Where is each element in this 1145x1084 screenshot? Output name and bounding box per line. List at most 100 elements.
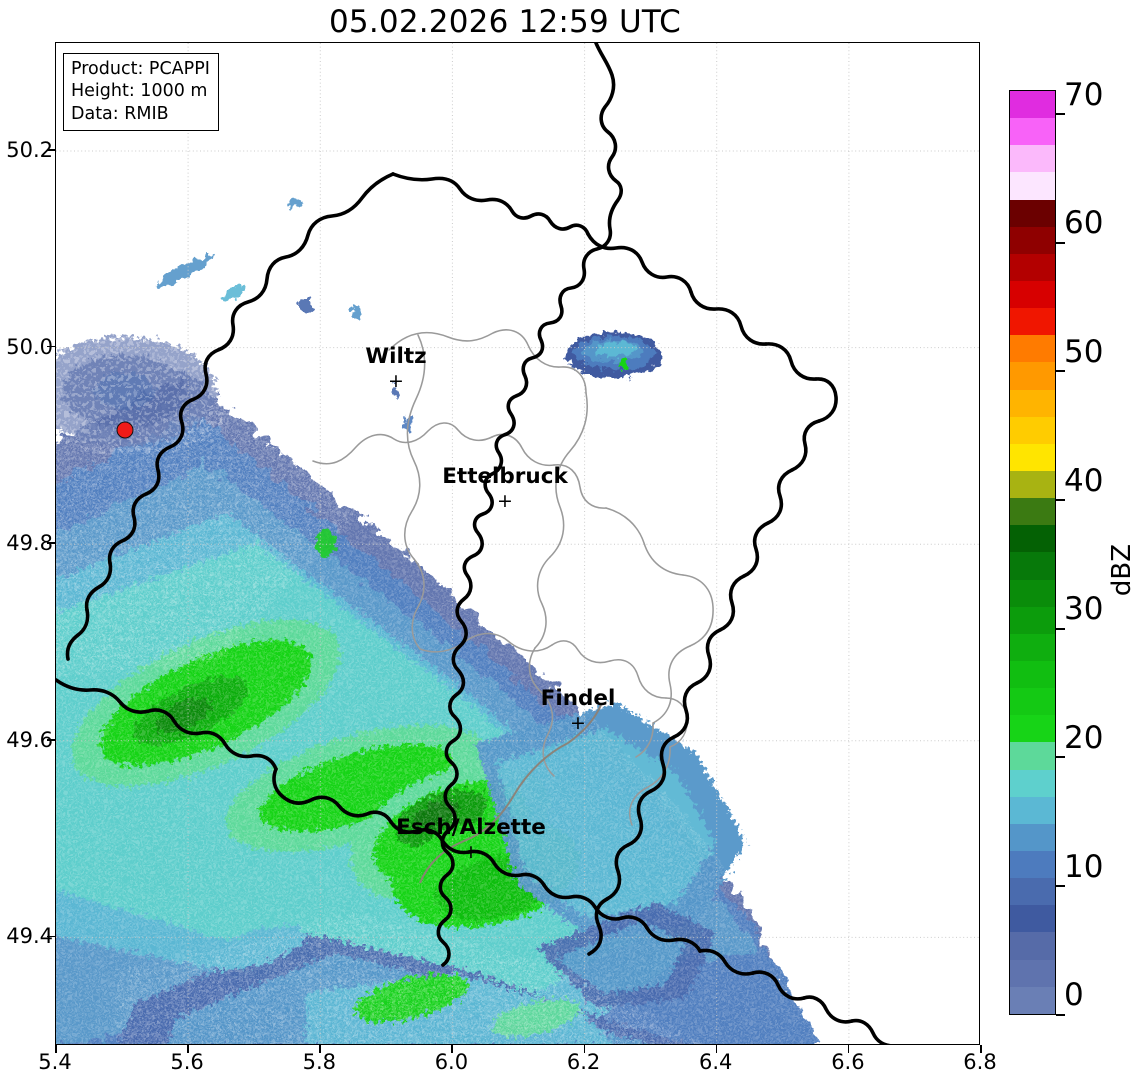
radar-plot-area (55, 42, 980, 1045)
y-tick-mark (47, 149, 55, 151)
y-tick-label: 49.8 (6, 531, 53, 556)
colorbar-segment (1010, 470, 1055, 499)
colorbar-segment (1010, 796, 1055, 824)
city-name: Ettelbruck (442, 464, 568, 489)
product-info-box: Product: PCAPPI Height: 1000 m Data: RMI… (63, 53, 219, 132)
reflectivity-field (56, 198, 823, 1044)
x-tick-mark (319, 1045, 321, 1053)
y-tick-mark (47, 739, 55, 741)
y-tick-label: 49.4 (6, 924, 53, 949)
city-marker-icon: + (388, 369, 404, 392)
x-tick-label: 6.4 (698, 1050, 733, 1074)
x-tick-mark (980, 1045, 982, 1053)
colorbar-unit-label: dBZ (1107, 543, 1138, 597)
x-tick-label: 6.8 (963, 1050, 997, 1074)
colorbar-tick-mark (1056, 628, 1065, 630)
x-tick-label: 5.4 (38, 1050, 72, 1074)
colorbar-segment (1010, 389, 1055, 417)
info-product-line: Product: PCAPPI (71, 59, 210, 79)
x-tick-mark (451, 1045, 453, 1053)
colorbar-tick-mark (1056, 885, 1065, 887)
radar-canvas (56, 43, 979, 1044)
colorbar-segment (1010, 823, 1055, 851)
colorbar-segment (1010, 308, 1055, 336)
colorbar-segment (1010, 145, 1055, 173)
radar-site-marker (116, 421, 134, 439)
colorbar-tick-label: 60 (1064, 205, 1104, 241)
city-name: Findel (540, 686, 616, 711)
page-title: 05.02.2026 12:59 UTC (329, 4, 681, 40)
colorbar-segment (1010, 850, 1055, 879)
colorbar-tick-mark (1056, 242, 1065, 244)
colorbar-tick-mark (1056, 1014, 1065, 1016)
y-tick-mark (47, 935, 55, 938)
colorbar-segment (1010, 172, 1055, 200)
colorbar-segment (1010, 959, 1055, 987)
y-tick-label: 50.0 (6, 334, 53, 359)
x-tick-mark (715, 1045, 718, 1053)
scattered-echoes (155, 198, 412, 557)
info-data-line: Data: RMIB (71, 103, 169, 124)
y-tick-mark (47, 345, 55, 348)
colorbar-tick-label: 40 (1064, 463, 1104, 499)
colorbar-segment (1010, 633, 1055, 661)
colorbar-segment (1010, 498, 1055, 526)
colorbar-tick-label: 10 (1064, 849, 1104, 885)
colorbar-tick-mark (1056, 756, 1065, 758)
colorbar-segment (1010, 226, 1055, 254)
colorbar-tick-mark (1056, 370, 1065, 372)
colorbar-segment (1010, 443, 1055, 471)
x-tick-label: 6.0 (434, 1050, 469, 1074)
y-tick-mark (47, 542, 55, 544)
colorbar-tick-label: 0 (1064, 977, 1084, 1013)
city-marker-icon: + (463, 840, 479, 863)
map-gridlines (56, 43, 979, 1044)
colorbar-segment (1010, 199, 1055, 227)
colorbar-segment (1010, 986, 1055, 1014)
colorbar-tick-mark (1056, 113, 1065, 115)
colorbar-segment (1010, 932, 1055, 960)
city-name: Esch/Alzette (396, 815, 546, 840)
colorbar-segment (1010, 118, 1055, 146)
isolated-cell (566, 332, 662, 378)
colorbar-segment (1010, 362, 1055, 390)
colorbar-segment (1010, 525, 1055, 553)
colorbar (1009, 90, 1056, 1015)
colorbar-segment (1010, 280, 1055, 309)
radar-svg (56, 43, 979, 1044)
colorbar-segment (1010, 552, 1055, 580)
x-tick-label: 6.2 (566, 1050, 601, 1074)
colorbar-tick-label: 30 (1064, 591, 1104, 627)
city-marker-icon: + (497, 489, 513, 512)
y-tick-label: 49.6 (6, 727, 53, 752)
colorbar-segment (1010, 253, 1055, 281)
city-label-esch-alzette: Esch/Alzette + (396, 817, 546, 862)
national-border (56, 43, 891, 1044)
colorbar-segment (1010, 91, 1055, 119)
colorbar-segment (1010, 416, 1055, 444)
x-tick-mark (583, 1045, 586, 1053)
x-tick-mark (55, 1045, 57, 1053)
info-height-line: Height: 1000 m (71, 81, 208, 102)
city-label-wiltz: Wiltz + (365, 346, 426, 391)
colorbar-tick-label: 50 (1064, 334, 1104, 370)
colorbar-segment (1010, 905, 1055, 933)
x-tick-mark (187, 1045, 189, 1053)
colorbar-segment (1010, 660, 1055, 689)
x-tick-label: 5.8 (302, 1050, 336, 1074)
city-label-ettelbruck: Ettelbruck + (442, 466, 568, 511)
x-tick-label: 6.6 (831, 1050, 865, 1074)
colorbar-segment (1010, 715, 1055, 743)
river-alzette (419, 704, 602, 884)
y-tick-label: 50.2 (6, 138, 53, 162)
colorbar-segment (1010, 606, 1055, 634)
colorbar-tick-label: 70 (1064, 77, 1104, 113)
x-tick-mark (847, 1045, 850, 1053)
city-marker-icon: + (570, 711, 586, 734)
city-label-findel: Findel + (541, 688, 616, 733)
colorbar-segment (1010, 742, 1055, 770)
colorbar-segment (1010, 878, 1055, 906)
city-name: Wiltz (365, 344, 427, 369)
colorbar-tick-mark (1056, 499, 1065, 501)
